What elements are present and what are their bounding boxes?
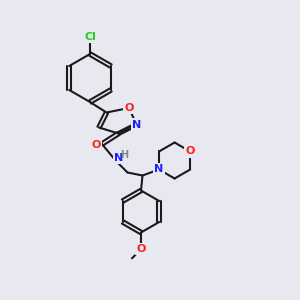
- Text: Cl: Cl: [84, 32, 96, 42]
- Text: O: O: [136, 244, 146, 254]
- Text: N: N: [154, 164, 164, 175]
- Text: O: O: [124, 103, 134, 113]
- Text: N: N: [114, 153, 123, 163]
- Text: O: O: [92, 140, 101, 151]
- Text: N: N: [132, 119, 141, 130]
- Text: H: H: [120, 150, 128, 160]
- Text: O: O: [185, 146, 195, 157]
